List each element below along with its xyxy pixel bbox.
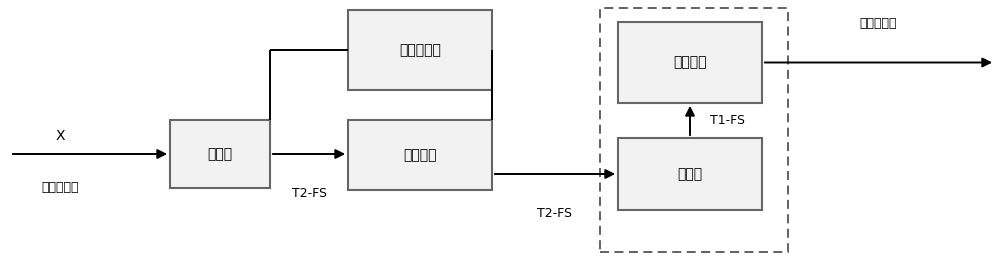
Text: 解模糊器: 解模糊器	[673, 56, 707, 69]
Text: 清晰量输入: 清晰量输入	[41, 181, 79, 194]
Text: X: X	[55, 129, 65, 143]
Text: 模糊规则库: 模糊规则库	[399, 43, 441, 57]
Text: 清晰量输出: 清晰量输出	[860, 17, 897, 30]
Text: 模糊推理: 模糊推理	[403, 148, 437, 162]
Text: T1-FS: T1-FS	[710, 114, 745, 127]
Text: 模糊器: 模糊器	[207, 147, 233, 161]
Bar	[618, 138, 762, 210]
Bar	[170, 120, 270, 188]
Bar	[348, 120, 492, 190]
Bar	[618, 22, 762, 103]
Text: T2-FS: T2-FS	[292, 187, 326, 200]
Bar	[600, 8, 788, 252]
Bar	[348, 10, 492, 90]
Text: 降型器: 降型器	[677, 167, 703, 181]
Text: T2-FS: T2-FS	[537, 207, 572, 220]
